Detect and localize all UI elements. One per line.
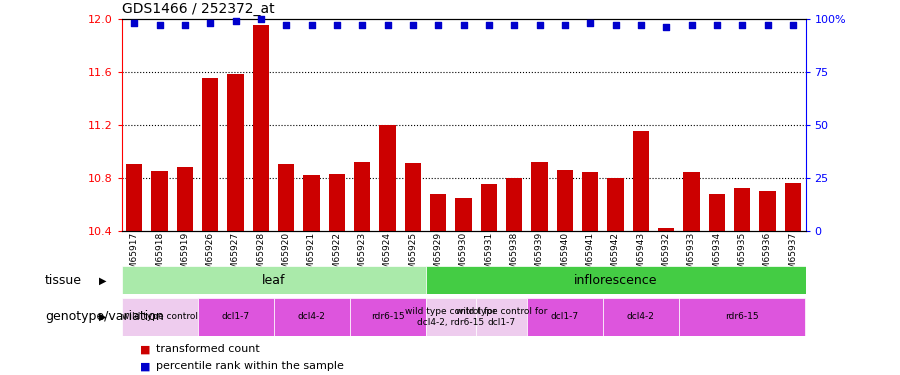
Text: rdr6-15: rdr6-15 xyxy=(725,312,759,321)
Text: transformed count: transformed count xyxy=(156,344,259,354)
Bar xyxy=(531,162,548,231)
Bar xyxy=(426,266,806,294)
Text: percentile rank within the sample: percentile rank within the sample xyxy=(156,361,344,371)
Bar xyxy=(379,125,396,231)
Point xyxy=(152,22,166,28)
Bar xyxy=(481,184,497,231)
Bar xyxy=(328,174,345,231)
Point xyxy=(229,18,243,24)
Point xyxy=(608,22,623,28)
Bar xyxy=(506,178,522,231)
Bar xyxy=(303,175,320,231)
Point xyxy=(456,22,471,28)
Point xyxy=(177,22,192,28)
Point xyxy=(760,22,775,28)
Text: ■: ■ xyxy=(140,344,150,354)
Bar xyxy=(228,74,244,231)
Bar xyxy=(349,298,426,336)
Text: dcl1-7: dcl1-7 xyxy=(551,312,579,321)
Bar xyxy=(556,170,573,231)
Text: leaf: leaf xyxy=(262,274,285,287)
Text: wild type control: wild type control xyxy=(122,312,197,321)
Text: GDS1466 / 252372_at: GDS1466 / 252372_at xyxy=(122,2,274,16)
Point xyxy=(786,22,800,28)
Bar xyxy=(426,298,476,336)
Text: dcl4-2: dcl4-2 xyxy=(298,312,326,321)
Bar xyxy=(658,228,674,231)
Point xyxy=(482,22,496,28)
Bar xyxy=(603,298,679,336)
Text: ▶: ▶ xyxy=(99,275,106,285)
Bar xyxy=(274,298,349,336)
Bar xyxy=(455,198,472,231)
Text: tissue: tissue xyxy=(45,274,82,287)
Point xyxy=(659,24,673,30)
Text: dcl1-7: dcl1-7 xyxy=(221,312,249,321)
Point xyxy=(304,22,319,28)
Bar xyxy=(430,194,446,231)
Bar xyxy=(708,194,725,231)
Point xyxy=(355,22,369,28)
Point xyxy=(507,22,521,28)
Bar xyxy=(734,188,751,231)
Bar xyxy=(202,78,219,231)
Bar xyxy=(679,298,806,336)
Bar xyxy=(608,178,624,231)
Point xyxy=(279,22,293,28)
Point xyxy=(431,22,446,28)
Point xyxy=(254,16,268,22)
Point xyxy=(532,22,546,28)
Text: genotype/variation: genotype/variation xyxy=(45,310,164,323)
Text: inflorescence: inflorescence xyxy=(574,274,657,287)
Point xyxy=(558,22,572,28)
Bar xyxy=(526,298,603,336)
Text: ■: ■ xyxy=(140,361,150,371)
Bar xyxy=(476,298,526,336)
Text: ▶: ▶ xyxy=(99,312,106,322)
Bar xyxy=(197,298,274,336)
Bar xyxy=(354,162,371,231)
Bar xyxy=(253,26,269,231)
Text: wild type control for
dcl1-7: wild type control for dcl1-7 xyxy=(455,307,547,327)
Bar xyxy=(785,183,801,231)
Point xyxy=(684,22,698,28)
Point xyxy=(127,20,141,26)
Bar xyxy=(582,172,599,231)
Bar xyxy=(683,172,699,231)
Bar xyxy=(151,171,167,231)
Bar xyxy=(126,164,142,231)
Bar xyxy=(278,164,294,231)
Point xyxy=(735,22,750,28)
Text: rdr6-15: rdr6-15 xyxy=(371,312,404,321)
Point xyxy=(381,22,395,28)
Bar xyxy=(122,266,426,294)
Point xyxy=(203,20,218,26)
Point xyxy=(634,22,648,28)
Bar xyxy=(633,131,649,231)
Text: wild type control for
dcl4-2, rdr6-15: wild type control for dcl4-2, rdr6-15 xyxy=(405,307,497,327)
Text: dcl4-2: dcl4-2 xyxy=(627,312,655,321)
Point xyxy=(709,22,724,28)
Point xyxy=(583,20,598,26)
Bar xyxy=(760,191,776,231)
Bar xyxy=(176,167,194,231)
Bar xyxy=(405,163,421,231)
Point xyxy=(329,22,344,28)
Bar xyxy=(122,298,197,336)
Point xyxy=(406,22,420,28)
